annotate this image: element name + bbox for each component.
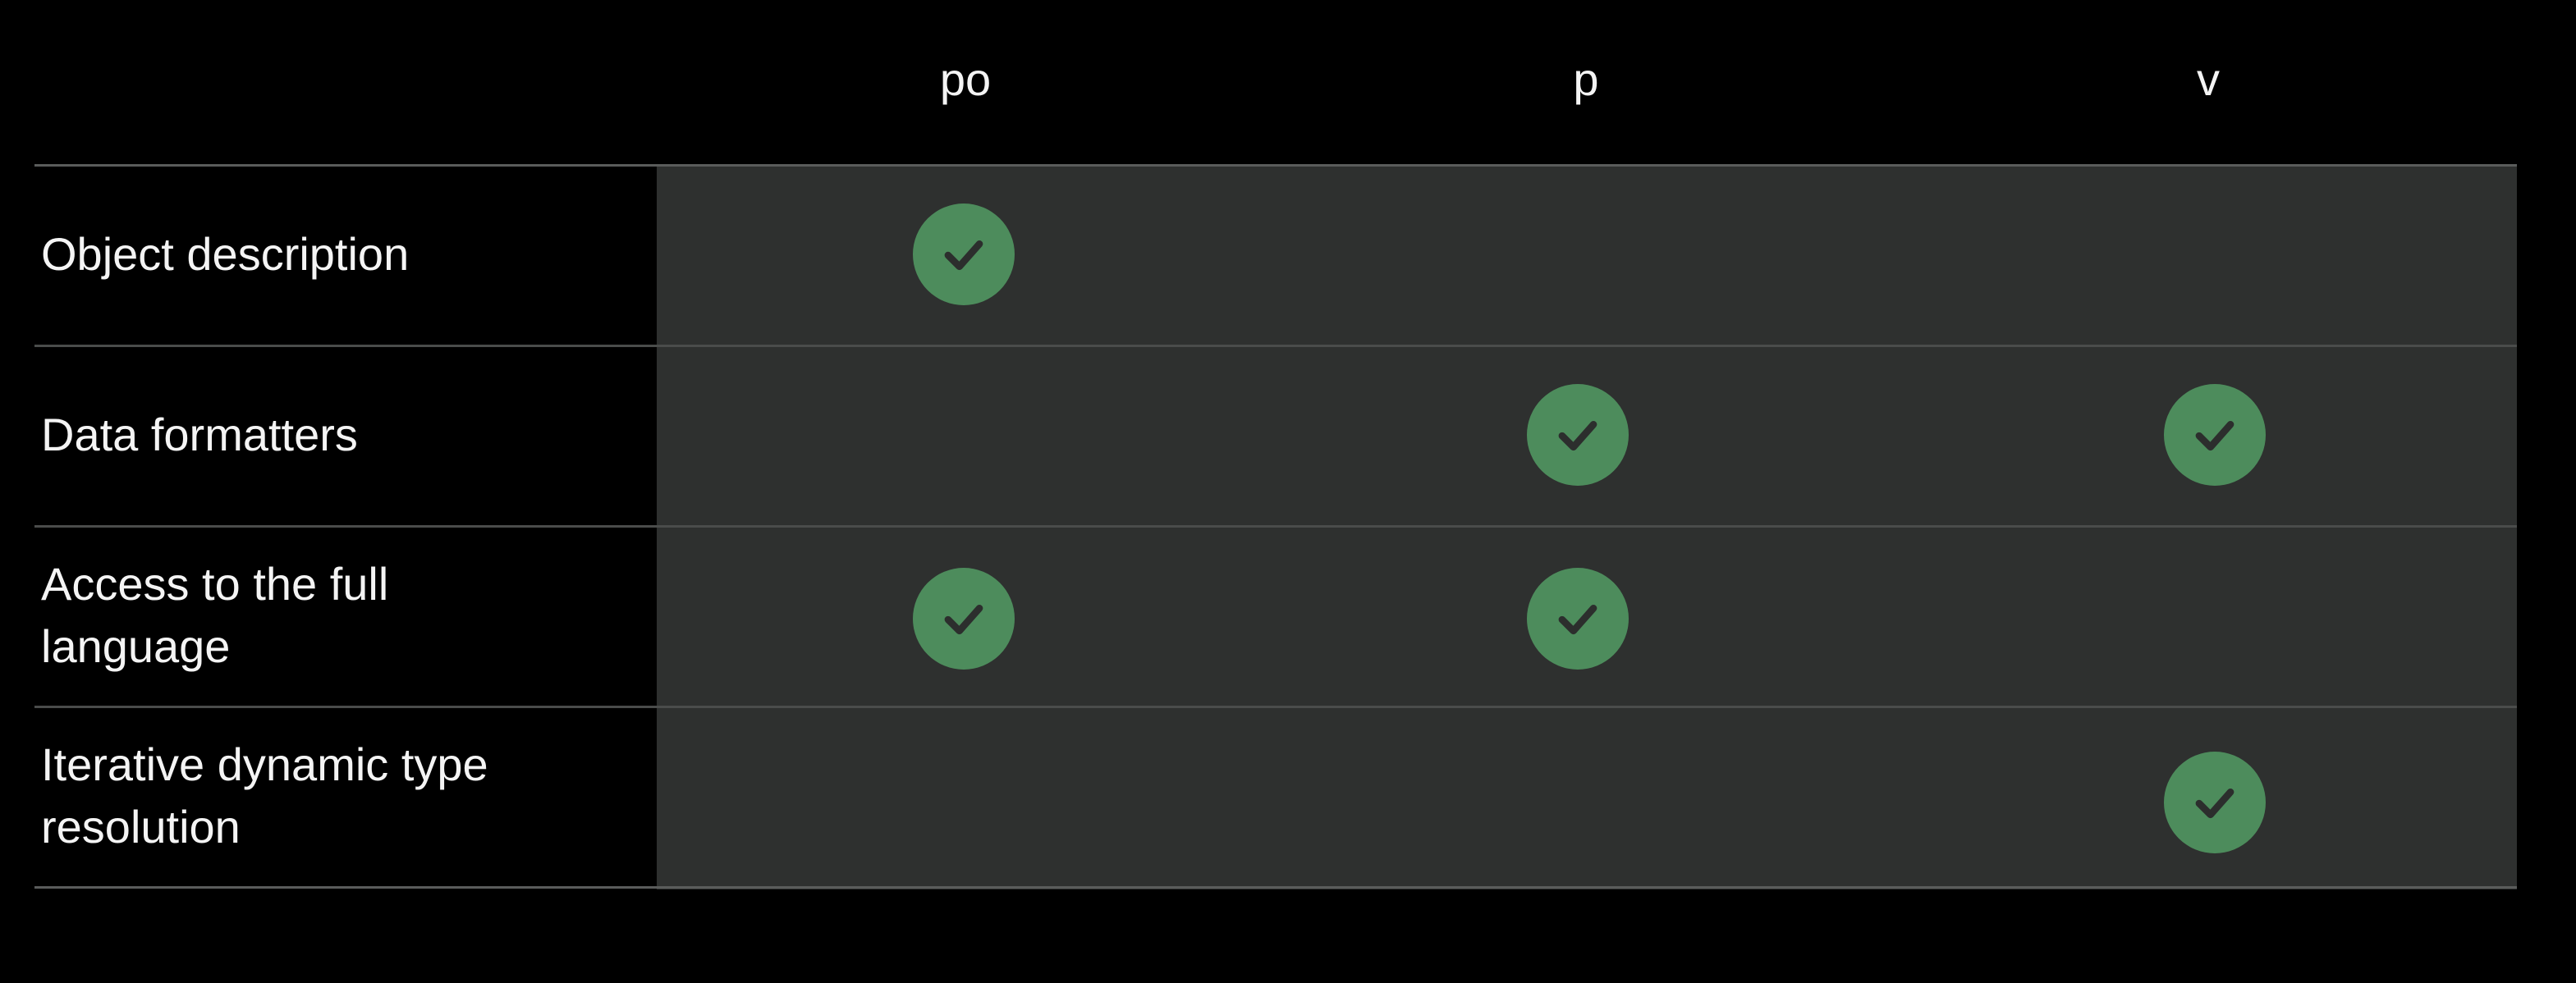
checkmark-circle-icon xyxy=(1527,568,1629,670)
row-label-text: Iterative dynamic type resolution xyxy=(41,738,488,853)
comparison-table: Object description Data formatters Acces… xyxy=(34,164,2517,889)
checkmark-circle-icon xyxy=(2164,752,2266,853)
checkmark-circle-icon xyxy=(913,568,1015,670)
row-label-iterative-dynamic-type: Iterative dynamic type resolution xyxy=(41,706,632,885)
column-header-v: v xyxy=(2197,53,2220,105)
column-header-po: po xyxy=(939,53,992,105)
row-divider xyxy=(34,525,2517,528)
row-label-access-full-language: Access to the full language xyxy=(41,526,632,705)
row-label-object-description: Object description xyxy=(41,165,632,344)
row-divider xyxy=(34,345,2517,347)
checkmark-circle-icon xyxy=(1527,384,1629,486)
row-divider xyxy=(34,706,2517,708)
column-header-p: p xyxy=(1573,53,1599,105)
table-bottom-divider xyxy=(34,886,2517,889)
row-label-text: Object description xyxy=(41,228,410,280)
checkmark-circle-icon xyxy=(913,203,1015,305)
row-label-data-formatters: Data formatters xyxy=(41,345,632,524)
table-top-divider xyxy=(34,164,2517,167)
checkmark-circle-icon xyxy=(2164,384,2266,486)
row-label-text: Data formatters xyxy=(41,409,358,460)
row-label-text: Access to the full language xyxy=(41,558,389,672)
